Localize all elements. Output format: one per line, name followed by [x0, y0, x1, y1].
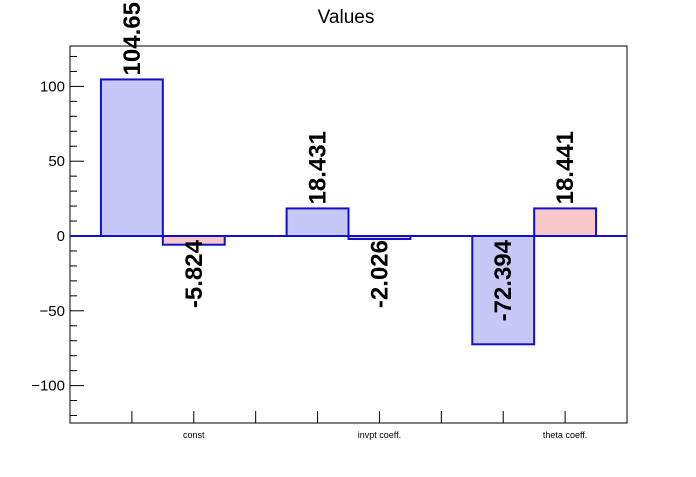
x-category-label: theta coeff.	[543, 430, 587, 440]
y-tick-label: 0	[57, 228, 65, 245]
y-tick-label: −100	[31, 378, 65, 395]
bar	[99, 78, 164, 237]
data-label: -72.394	[490, 239, 517, 321]
y-axis: −100 −50 0 50 100	[31, 55, 84, 417]
bars	[70, 78, 627, 346]
data-label: 18.431	[305, 131, 332, 204]
bar	[533, 207, 598, 237]
y-tick-label: 100	[40, 78, 65, 95]
y-tick-label: −50	[40, 303, 65, 320]
data-label: 18.441	[552, 131, 579, 204]
chart-title: Values	[318, 7, 375, 28]
bar	[471, 234, 536, 346]
data-label: 104.65	[119, 2, 146, 75]
x-axis: const invpt coeff. theta coeff.	[131, 411, 628, 440]
x-category-label: invpt coeff.	[358, 430, 401, 440]
plot-frame	[69, 45, 628, 424]
data-label: -5.824	[181, 239, 208, 308]
y-tick-label: 50	[48, 153, 65, 170]
data-label: -2.026	[366, 240, 393, 308]
bar	[285, 207, 350, 237]
data-labels: 104.65 18.431 -72.394 -5.824 -2.026 18.441	[119, 2, 579, 321]
x-category-label: const	[183, 430, 205, 440]
